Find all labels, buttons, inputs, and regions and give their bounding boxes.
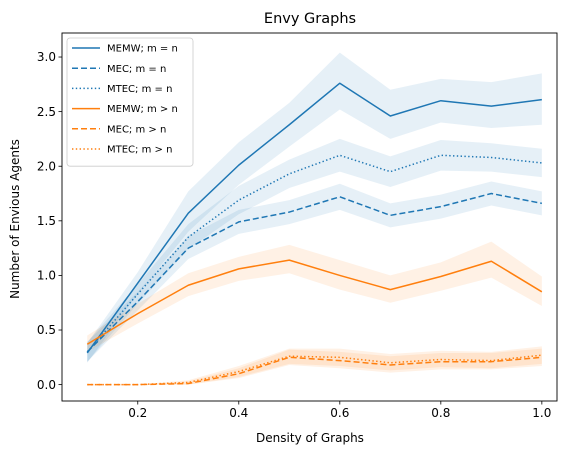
- y-tick-label: 2.5: [37, 105, 56, 119]
- chart-title: Envy Graphs: [264, 11, 356, 27]
- legend-label-3: MEMW; m > n: [107, 104, 178, 115]
- legend: MEMW; m = n MEC; m = n MTEC; m = n MEMW; m …: [66, 37, 194, 167]
- series-band-2: [87, 138, 542, 362]
- y-axis-title: Number of Envious Agents: [8, 139, 22, 299]
- series-band-5: [87, 346, 542, 385]
- y-tick-label: 3.0: [37, 50, 56, 64]
- y-tick-label: 1.0: [37, 269, 56, 283]
- series-band-0: [87, 52, 542, 363]
- series-line-2: [86, 154, 542, 353]
- x-tick-label: 0.8: [431, 406, 450, 420]
- series-band-4: [87, 348, 542, 385]
- series-line-0: [86, 82, 542, 354]
- y-axis: 0.0 0.5 1.0 1.5 2.0 2.5 3.0: [37, 50, 62, 392]
- legend-box: [66, 37, 194, 167]
- x-tick-label: 0.6: [330, 406, 349, 420]
- x-tick-label: 1.0: [532, 406, 551, 420]
- y-tick-label: 0.5: [37, 323, 56, 337]
- legend-label-5: MTEC; m > n: [107, 145, 172, 156]
- series-line-4: [87, 356, 542, 386]
- series-line-1: [86, 192, 542, 353]
- y-tick-label: 2.0: [37, 159, 56, 173]
- x-tick-label: 0.2: [128, 406, 147, 420]
- series-band-1: [87, 181, 542, 362]
- series-line-3: [86, 259, 543, 345]
- plot-area-frame: [61, 32, 558, 402]
- legend-label-0: MEMW; m = n: [107, 44, 178, 55]
- legend-label-4: MEC; m > n: [107, 124, 166, 135]
- y-tick-label: 0.0: [37, 378, 56, 392]
- x-axis-title: Density of Graphs: [256, 431, 364, 445]
- y-tick-label: 1.5: [37, 214, 56, 228]
- legend-label-1: MEC; m = n: [107, 64, 166, 75]
- x-tick-label: 0.4: [229, 406, 248, 420]
- x-axis: 0.2 0.4 0.6 0.8 1.0: [128, 401, 551, 420]
- confidence-bands: [87, 52, 542, 385]
- series-band-3: [87, 241, 542, 352]
- series-lines: [86, 82, 543, 386]
- legend-label-2: MTEC; m = n: [107, 84, 172, 95]
